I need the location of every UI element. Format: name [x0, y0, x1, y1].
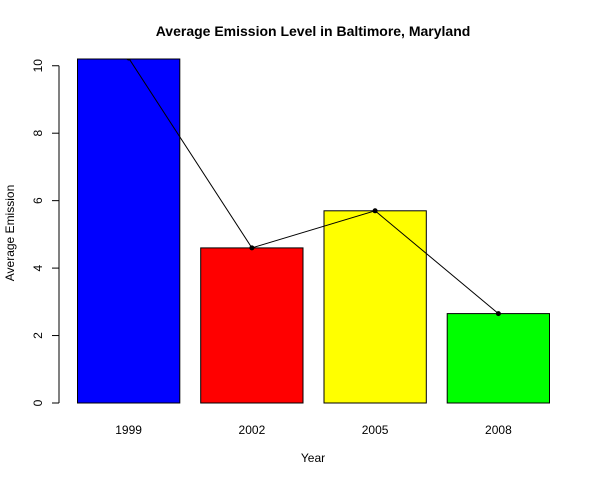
bar-1999 — [77, 58, 181, 404]
x-tick-label-2002: 2002 — [239, 423, 266, 437]
trend-point-2002 — [249, 245, 255, 251]
trend-point-2005 — [372, 208, 378, 214]
trend-point-1999 — [126, 59, 131, 61]
bar-2008 — [446, 313, 551, 404]
x-tick-label-2008: 2008 — [485, 423, 512, 437]
x-tick-labels: 1999 2002 2005 2008 — [115, 423, 512, 437]
bar-2002 — [200, 247, 304, 404]
x-tick-label-2005: 2005 — [362, 423, 389, 437]
trend-polyline — [128, 59, 499, 314]
y-tick-label-0: 0 — [31, 399, 45, 406]
y-axis: 0 2 4 6 8 10 — [31, 59, 60, 406]
trend-line — [126, 59, 501, 317]
y-axis-label: Average Emission — [3, 185, 17, 282]
y-tick-label-10: 10 — [31, 59, 45, 73]
y-tick-label-6: 6 — [31, 197, 45, 204]
y-tick-label-8: 8 — [31, 130, 45, 137]
y-tick-label-4: 4 — [31, 264, 45, 271]
y-tick-label-2: 2 — [31, 332, 45, 339]
bars — [77, 58, 551, 404]
trend-point-2008 — [495, 311, 501, 317]
x-axis-label: Year — [301, 451, 325, 465]
bar-2005 — [323, 210, 427, 404]
x-tick-label-1999: 1999 — [115, 423, 142, 437]
chart-title: Average Emission Level in Baltimore, Mar… — [156, 23, 471, 39]
